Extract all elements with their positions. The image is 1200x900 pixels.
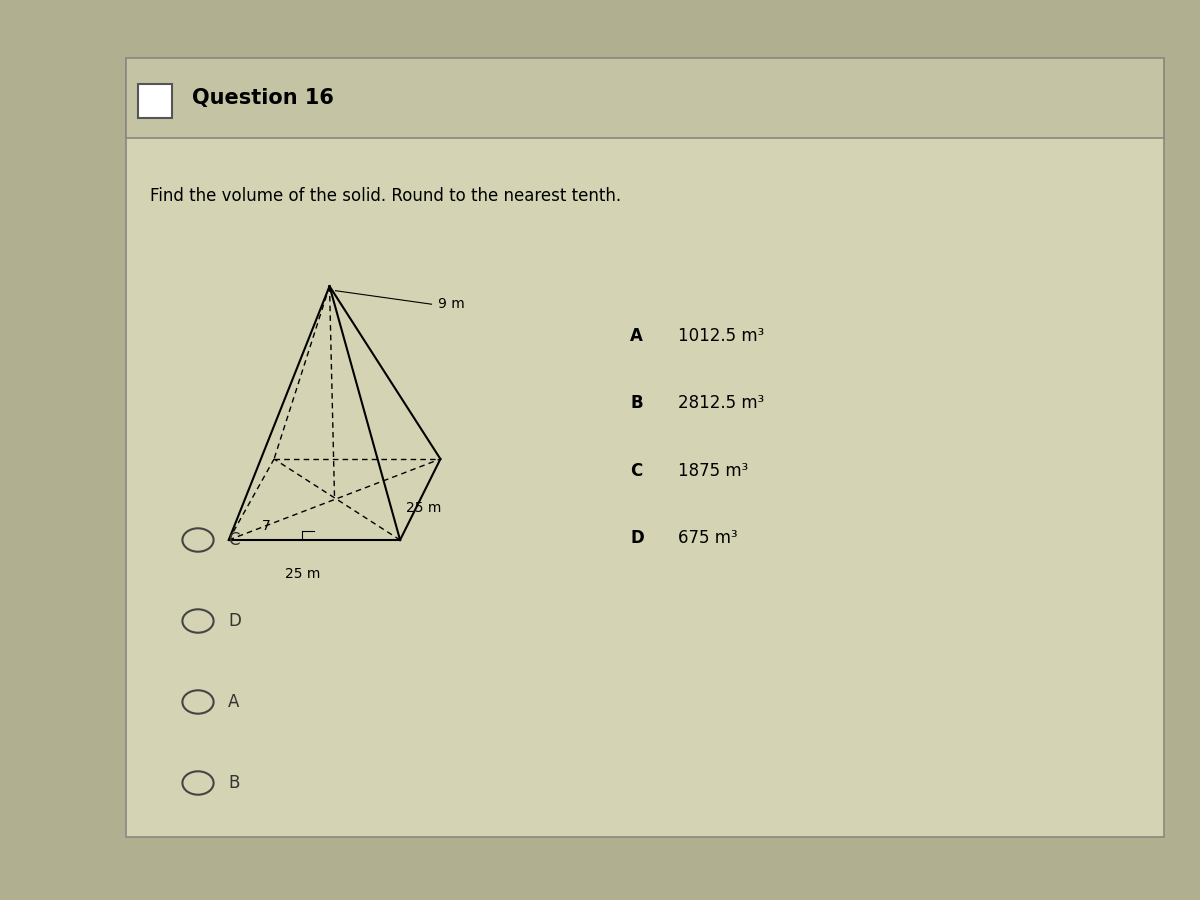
Text: A: A xyxy=(630,327,643,345)
Text: D: D xyxy=(228,612,241,630)
Bar xyxy=(138,85,172,118)
Text: 2812.5 m³: 2812.5 m³ xyxy=(678,394,764,412)
Bar xyxy=(126,58,1164,837)
Text: B: B xyxy=(228,774,239,792)
Text: 25 m: 25 m xyxy=(284,567,320,581)
Text: 1012.5 m³: 1012.5 m³ xyxy=(678,327,764,345)
Text: 9 m: 9 m xyxy=(438,297,464,311)
Text: 675 m³: 675 m³ xyxy=(678,529,738,547)
Bar xyxy=(126,58,1164,138)
Text: A: A xyxy=(228,693,239,711)
Text: C: C xyxy=(630,462,642,480)
Text: 1875 m³: 1875 m³ xyxy=(678,462,749,480)
Text: C: C xyxy=(228,531,240,549)
Text: Find the volume of the solid. Round to the nearest tenth.: Find the volume of the solid. Round to t… xyxy=(150,187,622,205)
Text: 25 m: 25 m xyxy=(406,501,442,516)
Text: B: B xyxy=(630,394,643,412)
Text: Question 16: Question 16 xyxy=(192,88,334,108)
Text: D: D xyxy=(630,529,643,547)
Text: 7: 7 xyxy=(262,519,271,534)
